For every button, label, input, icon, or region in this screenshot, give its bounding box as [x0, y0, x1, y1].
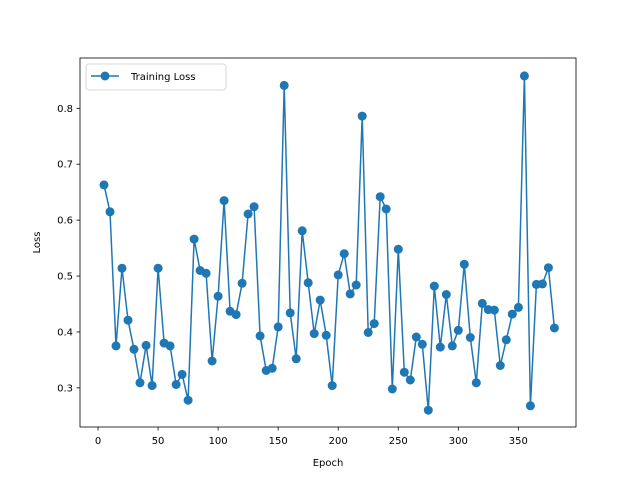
data-point: [243, 209, 253, 219]
data-point: [477, 298, 487, 308]
data-point: [153, 263, 163, 273]
axes-frame: [79, 57, 577, 428]
data-point: [465, 333, 475, 342]
data-point: [495, 361, 505, 370]
data-point: [501, 335, 511, 345]
data-point: [435, 342, 445, 352]
x-tick-label: 250: [389, 436, 408, 447]
data-point: [303, 278, 313, 288]
data-point: [237, 278, 247, 288]
data-point: [369, 319, 379, 329]
y-tick-label: 0.8: [57, 104, 73, 115]
y-tick-label: 0.5: [57, 272, 73, 283]
data-point: [135, 378, 145, 388]
data-point: [513, 302, 523, 312]
data-point: [525, 401, 535, 411]
data-point: [537, 279, 547, 289]
data-point: [507, 309, 517, 319]
data-point: [183, 395, 193, 405]
data-point: [117, 263, 127, 273]
data-point: [309, 329, 319, 339]
data-point: [411, 332, 421, 342]
legend-label: Training Loss: [130, 72, 196, 83]
legend-marker: [100, 71, 110, 81]
data-point: [543, 263, 553, 273]
plot-area: [99, 71, 559, 415]
x-tick-label: 50: [152, 436, 165, 447]
data-point: [447, 341, 457, 351]
data-point: [423, 405, 433, 415]
data-point: [285, 308, 295, 318]
x-tick-label: 200: [329, 436, 348, 447]
data-point: [381, 204, 391, 214]
data-point: [357, 111, 367, 121]
data-point: [111, 341, 121, 351]
data-point: [453, 325, 463, 335]
data-point: [105, 207, 115, 217]
data-point: [123, 315, 133, 325]
data-point: [249, 202, 259, 212]
axis-ticks: 0 50 100 150 200 250 300 350 0.3 0.4 0.5 0.6 0.7 0.8: [57, 104, 528, 447]
data-point: [297, 226, 307, 236]
data-point: [201, 268, 211, 278]
data-point: [189, 234, 199, 244]
data-point: [213, 291, 223, 301]
data-point: [267, 363, 277, 373]
data-point: [441, 290, 451, 299]
data-point: [363, 328, 373, 337]
series-line: [103, 75, 556, 411]
data-point: [231, 310, 241, 320]
data-point: [147, 381, 157, 391]
data-point: [375, 192, 385, 202]
x-tick-label: 150: [269, 436, 288, 447]
data-point: [141, 340, 151, 350]
data-point: [471, 378, 481, 388]
data-point: [351, 280, 361, 290]
data-point: [315, 295, 325, 305]
data-point: [459, 259, 469, 269]
data-point: [219, 196, 229, 206]
data-point: [207, 356, 217, 366]
data-point: [549, 323, 559, 333]
data-point: [393, 244, 403, 254]
data-point: [129, 344, 139, 354]
data-point: [405, 375, 415, 385]
data-point: [339, 249, 349, 259]
data-point: [327, 381, 337, 391]
data-point: [279, 80, 289, 90]
y-axis-label: Loss: [32, 232, 43, 254]
x-axis-label: Epoch: [313, 458, 344, 469]
data-point: [489, 305, 499, 315]
x-tick-label: 0: [95, 436, 101, 447]
data-point: [273, 322, 283, 332]
legend-box: [85, 63, 227, 91]
x-tick-label: 350: [509, 436, 528, 447]
data-point: [291, 354, 301, 364]
data-point: [99, 180, 109, 190]
data-point: [345, 289, 355, 299]
y-tick-label: 0.7: [57, 160, 73, 171]
data-point: [399, 367, 409, 377]
data-point: [255, 331, 265, 341]
y-tick-label: 0.3: [57, 383, 73, 394]
data-point: [165, 341, 175, 351]
legend: Training Loss: [85, 63, 227, 91]
data-point: [171, 380, 181, 389]
data-point: [321, 330, 331, 340]
y-tick-label: 0.6: [57, 216, 73, 227]
x-tick-label: 300: [449, 436, 468, 447]
data-point: [417, 339, 427, 349]
data-point: [333, 270, 343, 280]
data-point: [387, 384, 397, 394]
data-point: [429, 281, 439, 291]
y-tick-label: 0.4: [57, 327, 73, 338]
data-point: [519, 71, 529, 81]
x-tick-label: 100: [209, 436, 228, 447]
data-point: [177, 369, 187, 379]
